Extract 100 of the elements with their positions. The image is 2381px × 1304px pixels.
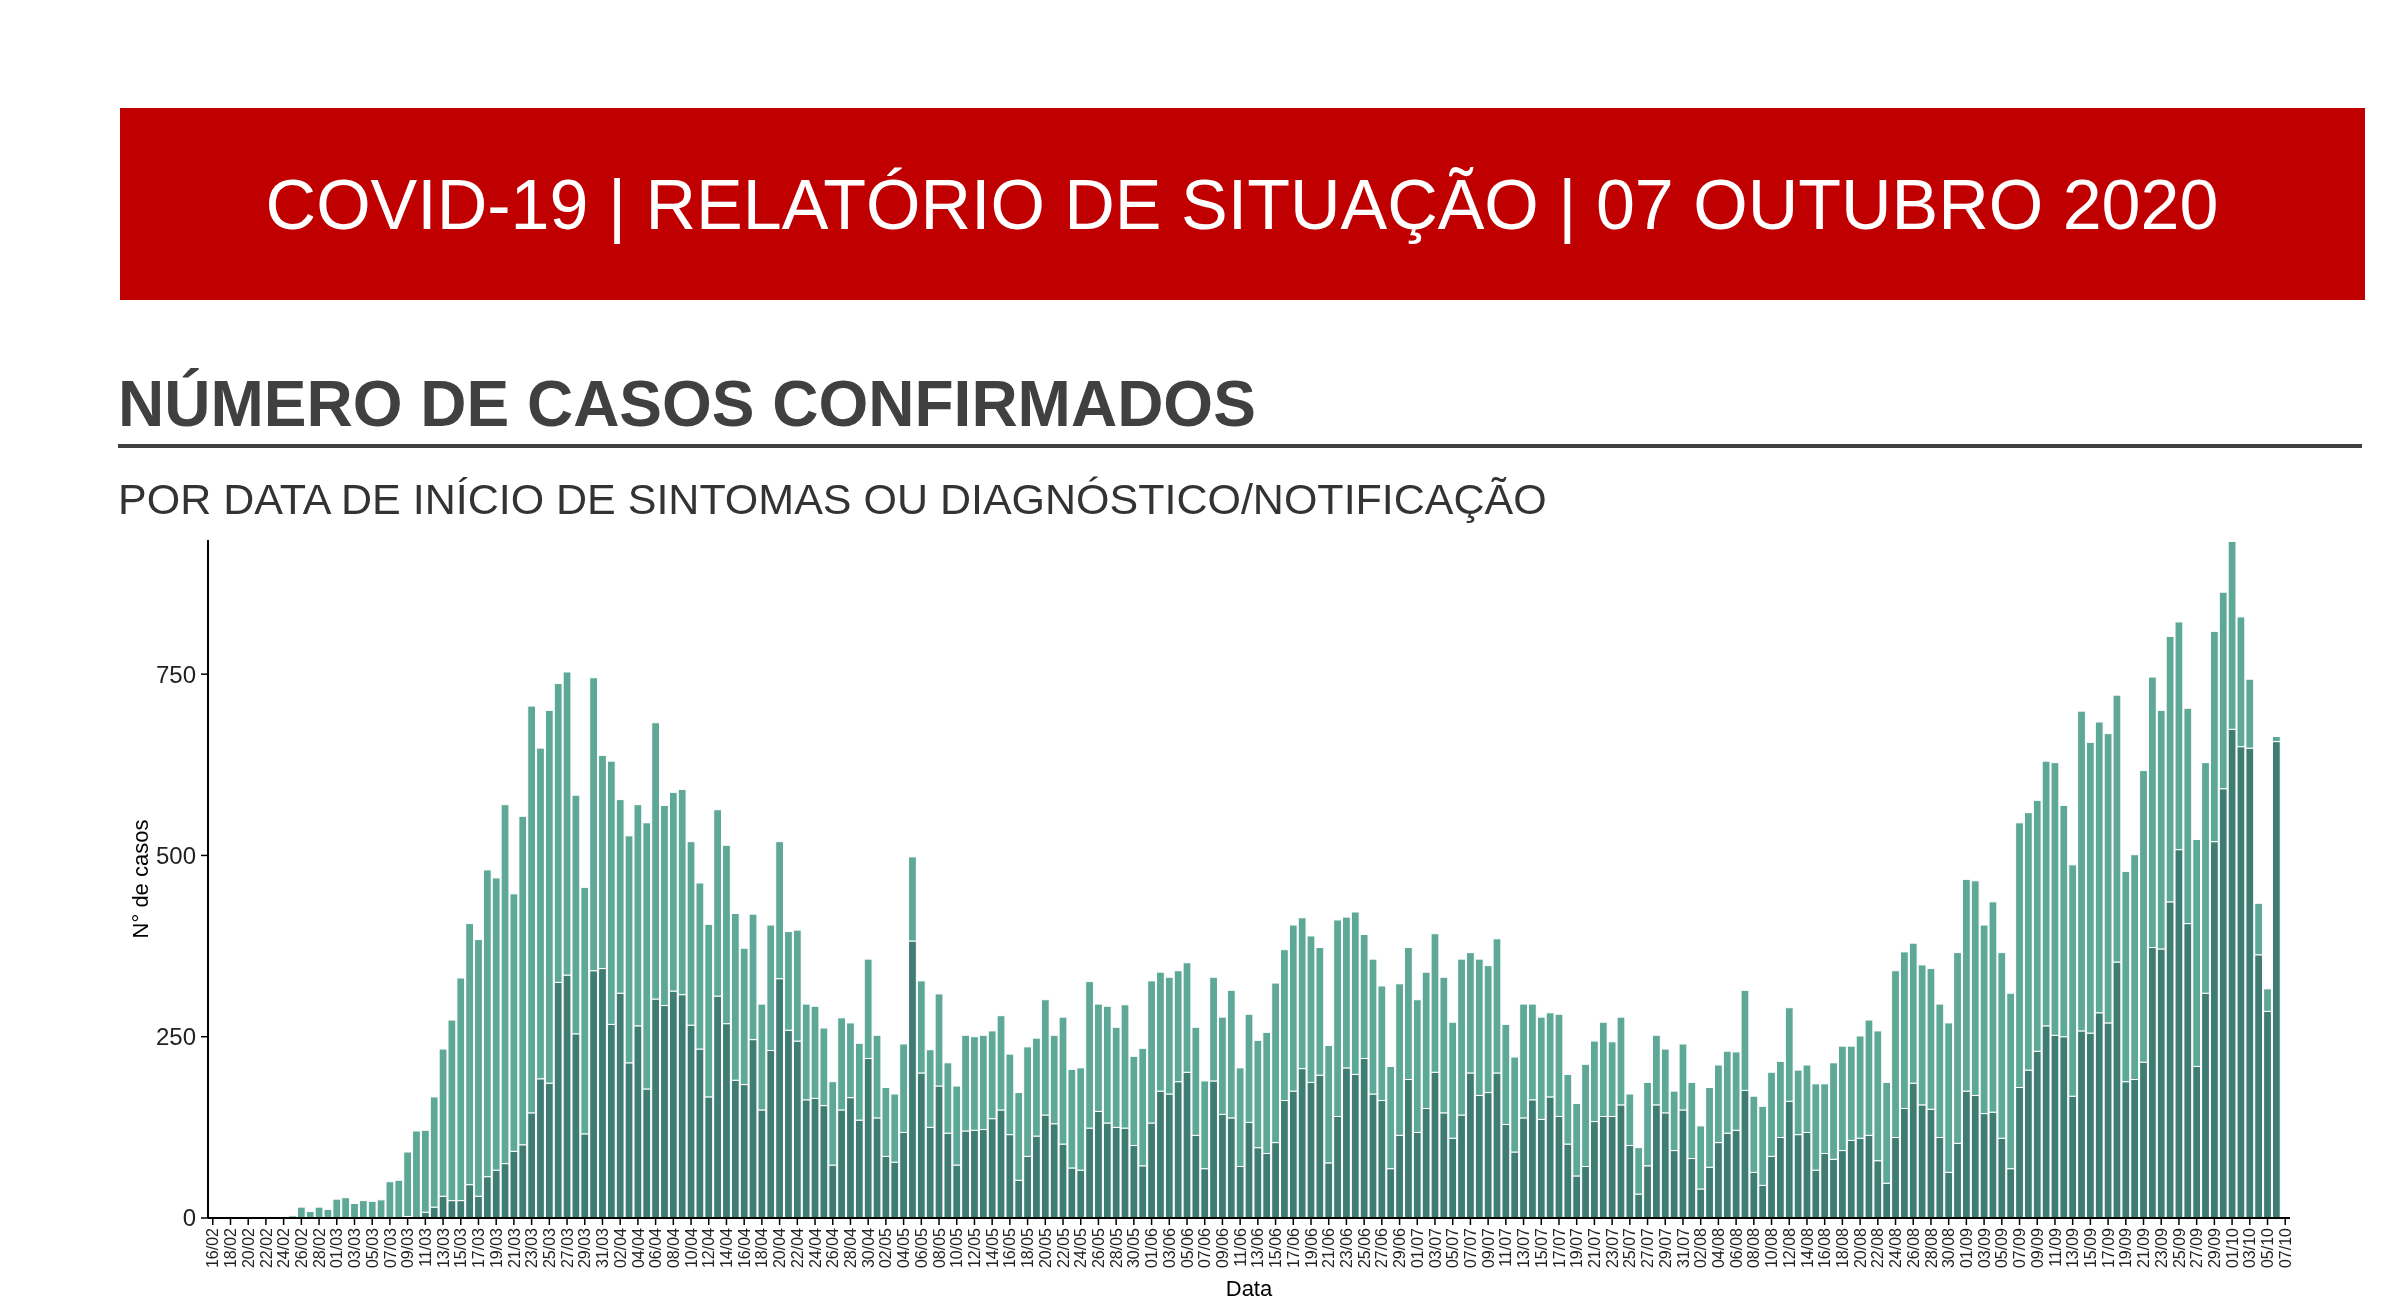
- x-tick-label: 06/08: [1727, 1227, 1745, 1269]
- y-tick-label: 750: [155, 660, 196, 688]
- x-tick-label: 16/05: [1001, 1227, 1019, 1269]
- x-tick-label: 19/09: [2117, 1227, 2135, 1269]
- x-tick-label: 30/05: [1125, 1227, 1143, 1269]
- x-tick-label: 17/09: [2099, 1227, 2117, 1269]
- x-tick-label: 27/07: [1639, 1227, 1657, 1269]
- x-tick-label: 03/10: [2241, 1227, 2259, 1269]
- x-tick-label: 02/05: [877, 1227, 895, 1269]
- x-tick-label: 05/10: [2259, 1227, 2277, 1269]
- x-tick-label: 28/08: [1922, 1227, 1940, 1269]
- x-tick-label: 20/02: [239, 1227, 257, 1269]
- x-tick-label: 24/08: [1887, 1227, 1905, 1269]
- x-tick-label: 07/06: [1196, 1227, 1214, 1269]
- x-tick-label: 23/07: [1603, 1227, 1621, 1269]
- x-tick-label: 13/03: [434, 1227, 452, 1269]
- x-tick-label: 08/04: [664, 1227, 682, 1269]
- x-tick-label: 01/03: [328, 1227, 346, 1269]
- x-tick-label: 13/09: [2064, 1227, 2082, 1269]
- x-tick-label: 05/09: [1993, 1227, 2011, 1269]
- x-tick-label: 11/06: [1231, 1227, 1249, 1267]
- x-tick-label: 10/08: [1763, 1227, 1781, 1269]
- x-tick-label: 19/06: [1302, 1227, 1320, 1269]
- x-tick-label: 21/09: [2135, 1227, 2153, 1269]
- x-tick-label: 26/02: [292, 1227, 310, 1269]
- x-tick-label: 11/03: [416, 1227, 434, 1267]
- x-tick-label: 28/04: [842, 1227, 860, 1269]
- x-tick-label: 22/08: [1869, 1227, 1887, 1269]
- x-tick-label: 16/04: [735, 1227, 753, 1269]
- x-tick-label: 10/05: [948, 1227, 966, 1269]
- x-tick-label: 20/05: [1036, 1227, 1054, 1269]
- x-tick-label: 01/07: [1408, 1227, 1426, 1269]
- x-tick-label: 05/07: [1444, 1227, 1462, 1269]
- x-tick-label: 30/08: [1940, 1227, 1958, 1269]
- x-tick-label: 23/09: [2152, 1227, 2170, 1269]
- x-tick-label: 04/05: [895, 1227, 913, 1269]
- x-tick-label: 20/04: [771, 1227, 789, 1269]
- x-tick-label: 25/09: [2170, 1227, 2188, 1269]
- text: COVID-19 | RELATÓRIO DE SITUAÇÃO | 07 OUTUBRO 2020: [265, 166, 2219, 244]
- x-tick-label: 27/06: [1373, 1227, 1391, 1269]
- x-tick-label: 07/10: [2276, 1227, 2294, 1269]
- x-tick-label: 24/05: [1072, 1227, 1090, 1269]
- x-tick-label: 15/09: [2081, 1227, 2099, 1269]
- x-tick-label: 21/03: [505, 1227, 523, 1269]
- x-tick-label: 08/08: [1745, 1227, 1763, 1269]
- x-tick-label: 16/02: [204, 1227, 222, 1269]
- x-tick-label: 29/09: [2205, 1227, 2223, 1269]
- x-tick-label: 03/06: [1160, 1227, 1178, 1269]
- x-tick-label: 29/06: [1391, 1227, 1409, 1269]
- x-tick-label: 31/07: [1674, 1227, 1692, 1269]
- y-tick-label: 250: [155, 1023, 196, 1051]
- x-tick-label: 26/04: [824, 1227, 842, 1269]
- x-tick-label: 10/04: [682, 1227, 700, 1269]
- x-tick-label: 02/04: [611, 1227, 629, 1269]
- x-tick-label: 12/04: [700, 1227, 718, 1269]
- x-tick-label: 22/02: [257, 1227, 275, 1269]
- x-tick-label: 17/03: [470, 1227, 488, 1269]
- x-tick-label: 01/06: [1143, 1227, 1161, 1269]
- x-tick-label: 07/07: [1462, 1227, 1480, 1269]
- x-tick-label: 14/04: [718, 1227, 736, 1269]
- x-tick-label: 15/06: [1267, 1227, 1285, 1269]
- x-tick-label: 06/05: [912, 1227, 930, 1269]
- x-tick-label: 11/09: [2046, 1227, 2064, 1267]
- x-tick-label: 14/05: [983, 1227, 1001, 1269]
- x-tick-label: 19/03: [487, 1227, 505, 1269]
- chart-title: NÚMERO DE CASOS CONFIRMADOS: [118, 368, 1256, 440]
- x-tick-label: 18/02: [222, 1227, 240, 1269]
- x-tick-label: 22/04: [788, 1227, 806, 1269]
- x-tick-label: 18/08: [1833, 1227, 1851, 1269]
- x-tick-label: 28/02: [310, 1227, 328, 1269]
- y-tick-label: 500: [155, 841, 196, 869]
- x-tick-label: 27/09: [2188, 1227, 2206, 1269]
- x-tick-label: 03/03: [346, 1227, 364, 1269]
- x-tick-label: 19/07: [1568, 1227, 1586, 1269]
- x-tick-label: 06/04: [647, 1227, 665, 1269]
- x-tick-label: 25/07: [1621, 1227, 1639, 1269]
- x-tick-label: 25/03: [540, 1227, 558, 1269]
- x-tick-label: 14/08: [1798, 1227, 1816, 1269]
- x-tick-label: 18/05: [1019, 1227, 1037, 1269]
- x-tick-label: 23/06: [1338, 1227, 1356, 1269]
- x-tick-label: 13/07: [1515, 1227, 1533, 1269]
- x-tick-label: 17/06: [1284, 1227, 1302, 1269]
- x-tick-label: 20/08: [1851, 1227, 1869, 1269]
- x-tick-label: 24/04: [806, 1227, 824, 1269]
- x-tick-label: 02/08: [1692, 1227, 1710, 1269]
- y-tick-label: 0: [182, 1204, 196, 1232]
- x-tick-label: 07/09: [2011, 1227, 2029, 1269]
- x-tick-label: 21/06: [1320, 1227, 1338, 1269]
- y-axis-title: N° de casos: [128, 819, 153, 939]
- x-tick-label: 01/10: [2223, 1227, 2241, 1269]
- x-tick-label: 17/07: [1550, 1227, 1568, 1269]
- x-tick-label: 15/07: [1532, 1227, 1550, 1269]
- x-tick-label: 22/05: [1054, 1227, 1072, 1269]
- x-tick-label: 30/04: [859, 1227, 877, 1269]
- x-tick-label: 09/09: [2028, 1227, 2046, 1269]
- x-tick-label: 04/08: [1710, 1227, 1727, 1269]
- x-tick-label: 12/05: [966, 1227, 984, 1269]
- x-tick-label: 26/05: [1090, 1227, 1108, 1269]
- x-tick-label: 04/04: [629, 1227, 647, 1269]
- x-tick-label: 05/06: [1178, 1227, 1196, 1269]
